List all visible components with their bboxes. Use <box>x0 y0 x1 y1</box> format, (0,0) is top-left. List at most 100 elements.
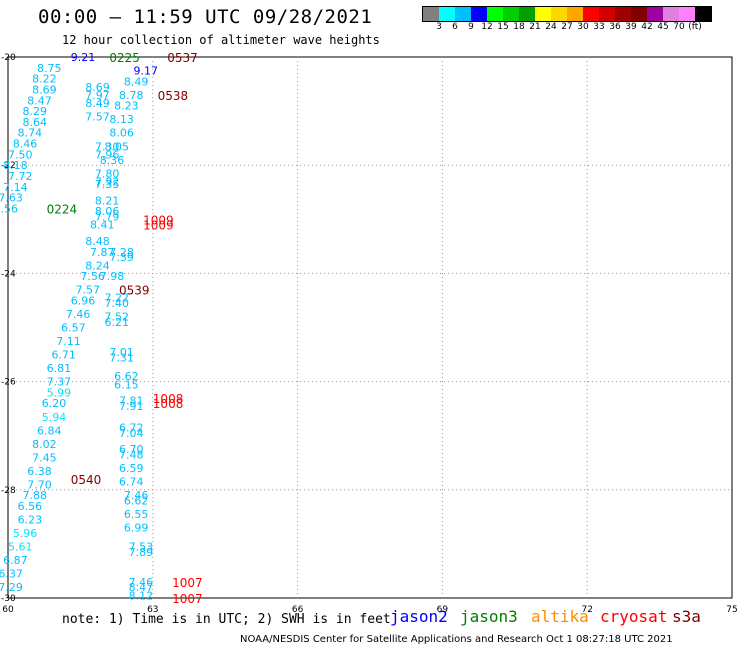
swh-value: 6.56 <box>18 500 43 513</box>
lat-tick-label: -24 <box>1 269 16 279</box>
swh-value: 7.04 <box>119 427 144 440</box>
pass-time-label: 0540 <box>71 473 102 487</box>
colorbar-label: 3 <box>436 22 442 32</box>
map-subtitle: 12 hour collection of altimeter wave hei… <box>62 33 380 47</box>
swh-value: 7.46 <box>129 576 154 589</box>
map-frame <box>7 56 733 599</box>
swh-value: 6.70 <box>119 443 144 456</box>
swh-value: 8.12 <box>129 589 154 602</box>
graticule <box>8 57 732 598</box>
swh-value: 7.87 <box>90 246 115 259</box>
swh-value: 7.01 <box>109 346 134 359</box>
swh-value: 6.21 <box>105 316 129 329</box>
colorbar-swatch <box>663 7 679 21</box>
swh-value: 8.13 <box>109 113 134 126</box>
colorbar-swatch <box>423 7 439 21</box>
swh-value: 7.63 <box>0 192 23 205</box>
swh-value: 8.06 <box>95 205 120 218</box>
colorbar-swatch <box>519 7 535 21</box>
swh-value: 7.45 <box>32 451 57 464</box>
swh-value: 7.46 <box>124 489 149 502</box>
swh-value: 8.69 <box>85 81 110 94</box>
swh-value: 7.11 <box>56 335 80 348</box>
swh-value: 6.81 <box>47 362 72 375</box>
lon-tick-label: 75 <box>726 605 737 615</box>
pass-time-label: 1009 <box>143 219 174 233</box>
swh-value: 6.99 <box>124 522 149 535</box>
swh-value: 7.80 <box>95 167 120 180</box>
colorbar-label: 30 <box>577 22 589 32</box>
swh-value: 6.38 <box>27 465 52 478</box>
lat-tick-label: -26 <box>1 378 16 388</box>
lat-tick-label: -30 <box>1 594 16 604</box>
colorbar-swatch <box>535 7 551 21</box>
swh-value: 8.78 <box>119 89 144 102</box>
swh-value: 8.05 <box>105 140 129 153</box>
colorbar-swatch <box>503 7 519 21</box>
swh-value: 7.37 <box>47 376 72 389</box>
colorbar-swatch <box>679 7 695 21</box>
lon-tick-label: 60 <box>2 605 14 615</box>
swh-values: 9.218.758.228.698.478.298.648.748.467.50… <box>0 51 158 602</box>
pass-time-label: 0539 <box>119 284 150 298</box>
legend-cryosat: cryosat <box>600 607 668 626</box>
swh-value: 8.29 <box>22 105 47 118</box>
legend-jason3: jason3 <box>460 607 518 626</box>
swh-value: 9.17 <box>133 65 158 78</box>
swh-value: 8.41 <box>90 219 115 232</box>
swh-value: 7.72 <box>8 170 33 183</box>
swh-value: 5.94 <box>42 411 67 424</box>
pass-time-label: 0537 <box>167 51 198 65</box>
swh-value: 7.29 <box>0 581 23 594</box>
lon-tick-label: 63 <box>147 605 158 615</box>
lon-tick-label: 72 <box>581 605 592 615</box>
swh-value: 7.89 <box>129 546 154 559</box>
swh-value: 7.35 <box>95 178 120 191</box>
lat-tick-label: -20 <box>1 53 16 63</box>
swh-value: 8.75 <box>37 62 62 75</box>
swh-value: 8.46 <box>13 138 38 151</box>
swh-value: 5.61 <box>8 541 33 554</box>
colorbar-label: 70 <box>673 22 685 32</box>
swh-value: 8.21 <box>95 194 120 207</box>
swh-value: 6.62 <box>114 370 139 383</box>
colorbar-swatch <box>455 7 471 21</box>
swh-value: 8.74 <box>18 127 43 140</box>
swh-value: 7.53 <box>129 541 154 554</box>
swh-value: 5.96 <box>13 527 38 540</box>
swh-value: 6.71 <box>51 349 76 362</box>
colorbar-swatch <box>471 7 487 21</box>
pass-time-label: 1009 <box>143 213 174 227</box>
axis-ticks: 60 63 66 69 72 75 -20 -22 -24 -26 -28 -30 <box>1 53 738 615</box>
colorbar-swatch <box>647 7 663 21</box>
swh-value: 8.64 <box>22 116 47 129</box>
swh-value: 6.23 <box>18 514 43 527</box>
swh-value: 7.79 <box>95 211 120 224</box>
swh-value: 5.99 <box>47 386 72 399</box>
swh-value: 6.55 <box>124 508 149 521</box>
swh-value: 8.47 <box>27 94 52 107</box>
colorbar-label: 21 <box>529 22 541 32</box>
swh-value: 9.21 <box>71 51 96 64</box>
swh-value: 6.20 <box>42 397 67 410</box>
map-title: 00:00 – 11:59 UTC 09/28/2021 <box>38 6 373 28</box>
colorbar-label: 36 <box>609 22 621 32</box>
legend-altika: altika <box>531 607 589 626</box>
colorbar-swatch <box>615 7 631 21</box>
colorbar-swatch <box>583 7 599 21</box>
pass-time-label: 0224 <box>47 202 78 216</box>
swh-value: 6.57 <box>61 322 86 335</box>
colorbar-label: 27 <box>561 22 573 32</box>
swh-value: 7.48 <box>119 449 144 462</box>
swh-value: 7.52 <box>105 311 129 324</box>
swh-value: 7.57 <box>76 284 101 297</box>
swh-value: 8.69 <box>32 83 57 96</box>
swh-value: 7.31 <box>109 351 134 364</box>
swh-value: 7.22 <box>105 292 129 305</box>
swh-value: 6.96 <box>71 294 96 307</box>
swh-value: 8.23 <box>114 100 139 113</box>
colorbar-label: (ft) <box>688 22 702 32</box>
legend-jason2: jason2 <box>390 607 448 626</box>
colorbar-label: 15 <box>497 22 509 32</box>
colorbar-label: 24 <box>545 22 557 32</box>
